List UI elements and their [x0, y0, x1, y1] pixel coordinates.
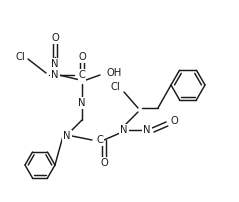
- Text: Cl: Cl: [15, 52, 25, 62]
- Text: N: N: [51, 70, 59, 80]
- Text: N: N: [51, 59, 59, 69]
- Text: C: C: [79, 70, 85, 80]
- Text: N: N: [120, 125, 128, 135]
- Text: OH: OH: [107, 68, 122, 78]
- Text: O: O: [78, 52, 86, 62]
- Text: Cl: Cl: [110, 82, 120, 92]
- Text: N: N: [63, 131, 71, 141]
- Text: C: C: [97, 135, 103, 145]
- Text: N: N: [143, 125, 151, 135]
- Text: N: N: [78, 98, 86, 108]
- Text: O: O: [171, 116, 179, 126]
- Text: O: O: [51, 33, 59, 43]
- Text: O: O: [100, 158, 108, 168]
